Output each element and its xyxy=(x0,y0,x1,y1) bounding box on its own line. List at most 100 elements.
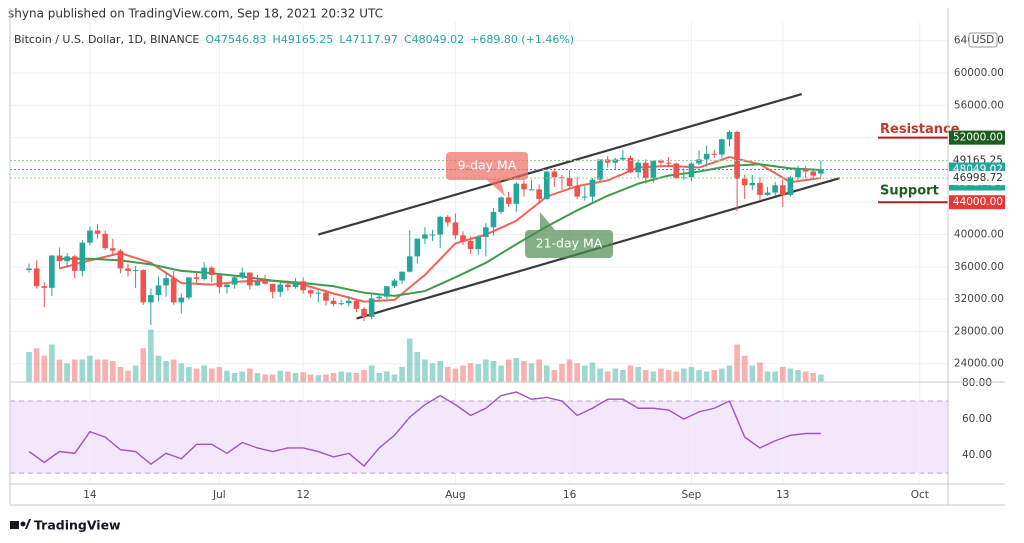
candle-body xyxy=(79,242,86,271)
volume-bar xyxy=(642,370,649,382)
volume-bar xyxy=(102,359,108,382)
candle-body xyxy=(361,308,367,317)
volume-bar xyxy=(802,371,809,382)
volume-bar xyxy=(681,368,687,382)
volume-bar xyxy=(460,365,466,382)
callout-box xyxy=(525,230,613,258)
y-tick-label: 60000.00 xyxy=(954,67,1004,79)
legend-value: O47546.83 xyxy=(205,33,266,46)
candle-body xyxy=(787,177,794,195)
candle-body xyxy=(574,186,581,197)
candle-body xyxy=(155,285,162,296)
volume-bar xyxy=(231,373,238,382)
candle-body xyxy=(741,178,748,186)
candle-body xyxy=(269,283,276,292)
candle-body xyxy=(528,189,535,191)
volume-bar xyxy=(582,365,588,382)
candle-body xyxy=(642,162,649,179)
volume-bar xyxy=(589,362,596,382)
candle-body xyxy=(102,233,108,249)
candle-body xyxy=(193,277,200,279)
candle-body xyxy=(818,169,824,174)
volume-bar xyxy=(627,365,634,382)
currency: USD xyxy=(972,34,994,46)
y-tick-label: 24000.00 xyxy=(954,358,1004,370)
x-tick-label: Sep xyxy=(682,489,702,501)
volume-bar xyxy=(597,368,603,382)
volume-bar xyxy=(155,355,162,382)
price-label: 46998.72 xyxy=(953,172,1003,184)
rsi-tick-label: 60.00 xyxy=(962,413,992,425)
volume-bar xyxy=(391,374,398,382)
candle-body xyxy=(239,272,246,278)
rsi-line xyxy=(28,391,821,467)
volume-bar xyxy=(41,355,48,382)
candle-body xyxy=(247,272,253,286)
candle-body xyxy=(208,267,215,275)
candle-body xyxy=(650,161,657,179)
candle-body xyxy=(254,281,261,286)
volume-bar xyxy=(779,367,786,382)
volume-bar xyxy=(399,367,405,382)
volume-bar xyxy=(384,371,390,382)
volume-bar xyxy=(475,364,482,382)
level-name: Resistance xyxy=(880,122,960,137)
volume-bar xyxy=(749,365,756,382)
candle-body xyxy=(726,131,733,140)
volume-bar xyxy=(361,370,367,382)
candle-body xyxy=(391,280,398,287)
volume-bar xyxy=(452,368,459,382)
rsi-tick-label: 40.00 xyxy=(962,449,992,461)
candle-body xyxy=(779,185,786,195)
candle-body xyxy=(513,183,520,204)
candle-body xyxy=(543,171,550,200)
callout-label: 9-day MA xyxy=(458,158,517,173)
volume-bar xyxy=(224,370,230,382)
candle-body xyxy=(597,159,603,180)
volume-bar xyxy=(163,361,169,382)
candle-body xyxy=(604,159,611,163)
volume-bar xyxy=(612,368,619,382)
volume-bar xyxy=(795,370,801,382)
volume-bar xyxy=(64,363,70,382)
volume-bar xyxy=(536,359,542,382)
volume-bar xyxy=(307,374,314,382)
volume-bar xyxy=(170,359,177,382)
legend-value: L47117.97 xyxy=(339,33,398,46)
volume-bar xyxy=(140,348,147,382)
volume-bar xyxy=(94,359,101,382)
candle-body xyxy=(673,163,679,179)
volume-bar xyxy=(551,370,558,382)
volume-bar xyxy=(376,373,383,382)
volume-bar xyxy=(406,338,413,382)
legend-title: Bitcoin / U.S. Dollar, 1D, BINANCE xyxy=(14,33,199,46)
volume-bar xyxy=(658,368,664,382)
volume-bar xyxy=(543,365,550,382)
footer-logo xyxy=(10,519,31,529)
candle-body xyxy=(764,192,771,195)
volume-bar xyxy=(277,370,284,382)
candle-body xyxy=(87,230,93,243)
candle-body xyxy=(696,159,702,164)
candle-body xyxy=(132,270,139,272)
candle-body xyxy=(125,268,131,271)
candle-body xyxy=(719,139,725,155)
volume-bar xyxy=(26,352,32,382)
rsi-tick-label: 80.00 xyxy=(962,377,992,389)
volume-bar xyxy=(772,371,778,382)
volume-bar xyxy=(239,371,246,382)
trendline xyxy=(318,92,803,236)
volume-bar xyxy=(422,359,428,382)
candle-body xyxy=(186,277,192,298)
currency-box xyxy=(968,32,998,48)
candle-body xyxy=(26,268,32,271)
candle-body xyxy=(300,281,306,291)
volume-bar xyxy=(429,363,436,382)
candle-body xyxy=(315,292,322,294)
candle-body xyxy=(262,281,268,284)
candle-body xyxy=(582,196,588,198)
candle-body xyxy=(658,161,664,163)
x-tick-label: 13 xyxy=(776,489,789,501)
volume-bar xyxy=(467,363,474,382)
volume-bar xyxy=(178,363,185,382)
